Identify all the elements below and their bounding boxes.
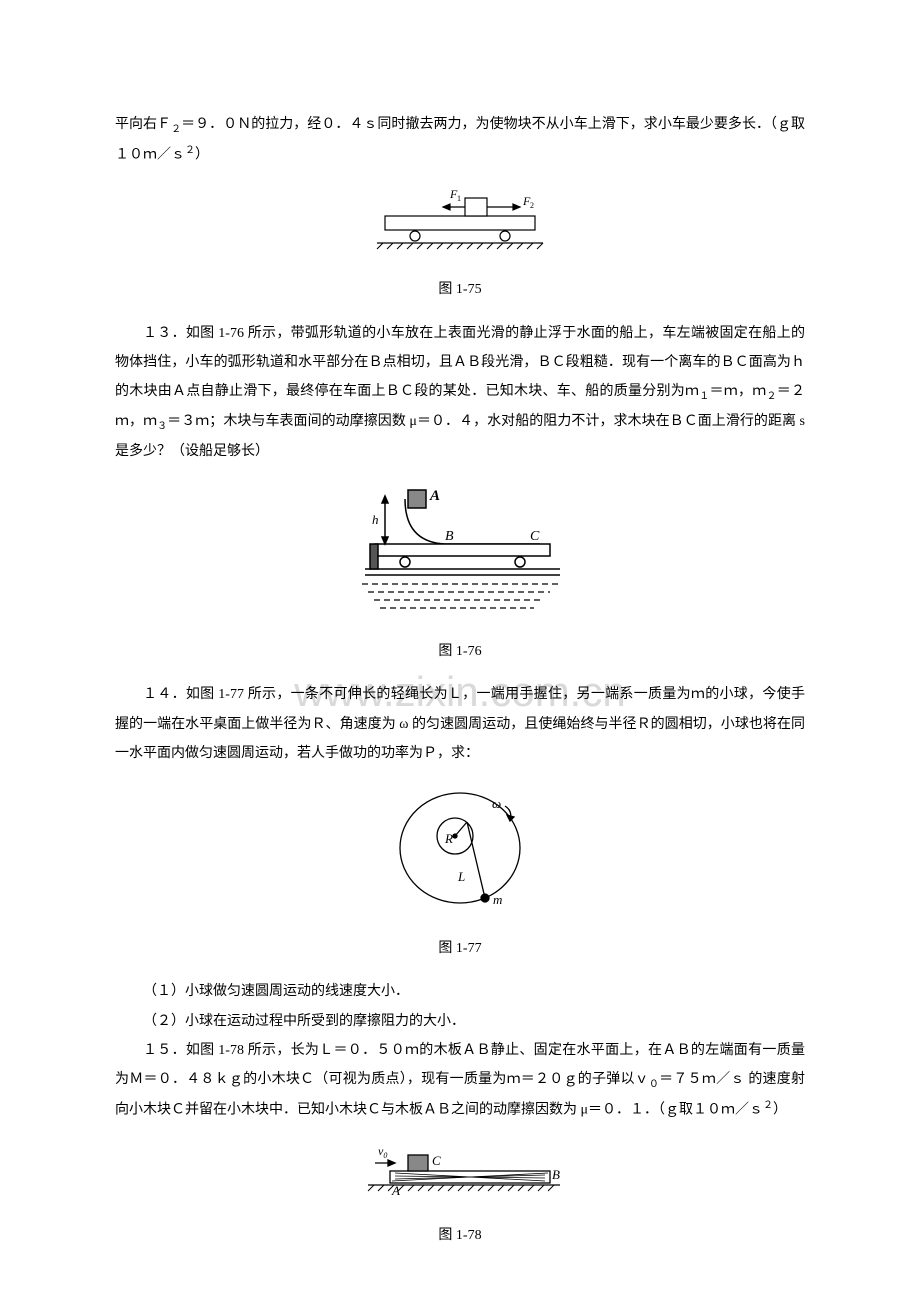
txt: １３．如图 1-76 所示，带弧形轨道的小车放在上表面光滑的静止浮于水面的船上，… — [115, 326, 805, 400]
lbl-B: B — [445, 529, 454, 544]
q14-2: （２）小球在运动过程中所受到的摩擦阻力的大小． — [115, 1007, 805, 1036]
fig-1-76-svg: A B C h — [350, 484, 570, 619]
fig-1-78-svg: v0 C A B — [350, 1143, 570, 1203]
fig-1-78-caption: 图 1-78 — [115, 1221, 805, 1250]
sub-2: ２ — [171, 124, 181, 135]
lbl-L: L — [457, 869, 465, 884]
sub-3: ３ — [157, 421, 167, 432]
sub-0: ０ — [649, 1079, 659, 1090]
fig-1-75-caption: 图 1-75 — [115, 275, 805, 304]
txt: ＝ｍ，ｍ — [710, 384, 767, 399]
para-12-end: 平向右Ｆ２＝９．０Ｎ的拉力，经０．４ｓ同时撤去两力，为使物块不从小车上滑下，求小… — [115, 110, 805, 170]
txt: ） — [195, 147, 209, 162]
txt: ） — [773, 1103, 787, 1118]
sup-2b: ２ — [763, 1100, 773, 1111]
lbl-m: m — [493, 892, 502, 907]
sub-1: １ — [699, 391, 709, 402]
fig-1-77-svg: R L m ω — [385, 786, 535, 916]
svg-text:v0: v0 — [378, 1144, 387, 1160]
lbl-A: A — [429, 488, 440, 504]
lbl-C: C — [530, 529, 540, 544]
para-13: １３．如图 1-76 所示，带弧形轨道的小车放在上表面光滑的静止浮于水面的船上，… — [115, 319, 805, 467]
lbl-B4: B — [552, 1167, 560, 1182]
lbl-omega: ω — [492, 796, 501, 811]
txt: 平向右Ｆ — [115, 117, 171, 132]
lbl-C4: C — [432, 1153, 441, 1168]
svg-text:1: 1 — [457, 194, 461, 203]
figure-1-77: R L m ω 图 1-77 — [115, 786, 805, 963]
fig-1-77-caption: 图 1-77 — [115, 934, 805, 963]
figure-1-78: v0 C A B 图 1-78 — [115, 1143, 805, 1250]
lbl-v0-sub: 0 — [383, 1151, 387, 1160]
figure-1-75: F 1 F 2 图 1-75 — [115, 188, 805, 305]
page-content: 平向右Ｆ２＝９．０Ｎ的拉力，经０．４ｓ同时撤去两力，为使物块不从小车上滑下，求小… — [115, 110, 805, 1250]
fig-1-75-svg: F 1 F 2 — [365, 188, 555, 258]
lbl-R: R — [444, 831, 453, 846]
figure-1-76: A B C h 图 1-76 — [115, 484, 805, 666]
q14-1: （１）小球做匀速圆周运动的线速度大小． — [115, 977, 805, 1006]
sup-2: ２ — [185, 145, 195, 156]
txt: ＝３ｍ；木块与车表面间的动摩擦因数 μ＝０．４，水对船的阻力不计，求木块在ＢＣ面… — [115, 414, 805, 459]
para-15: １５．如图 1-78 所示，长为Ｌ＝０．５０ｍ的木板ＡＢ静止、固定在水平面上，在… — [115, 1036, 805, 1125]
lbl-h: h — [372, 512, 379, 527]
svg-text:2: 2 — [530, 201, 534, 210]
lbl-A4: A — [391, 1183, 400, 1198]
para-14: １４．如图 1-77 所示，一条不可伸长的轻绳长为Ｌ，一端用手握住，另一端系一质… — [115, 680, 805, 768]
fig-1-76-caption: 图 1-76 — [115, 637, 805, 666]
txt: ＝９．０Ｎ的拉力，经０．４ｓ同时撤去两力，为使物块不从小车上滑下，求小车最少要多… — [115, 117, 805, 162]
sub-2b: ２ — [767, 391, 777, 402]
